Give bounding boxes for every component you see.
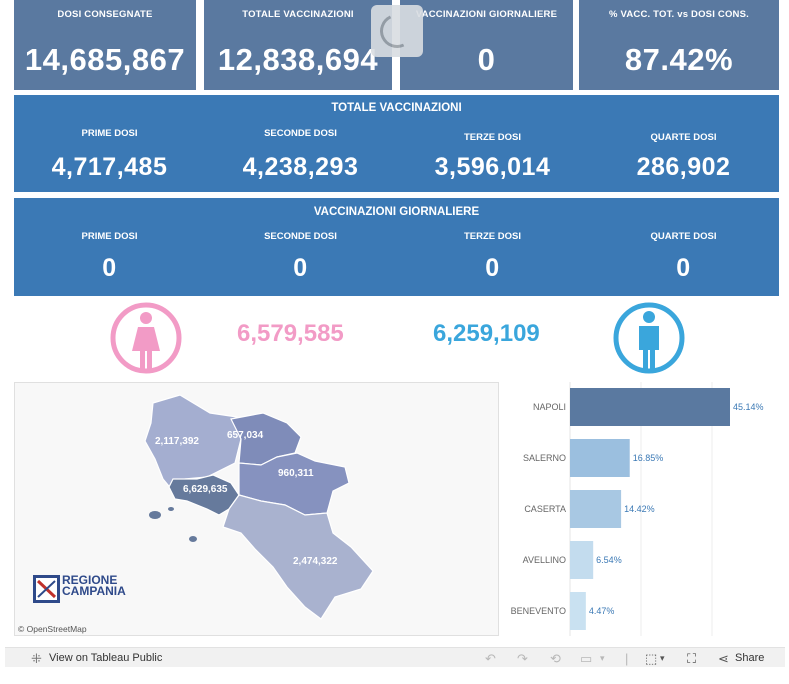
col-value: 0 bbox=[485, 254, 500, 282]
fullscreen-icon[interactable]: ⛶ bbox=[687, 651, 697, 666]
kpi-value: 87.42% bbox=[624, 42, 734, 77]
col-value: 0 bbox=[676, 254, 691, 282]
kpi-value: 12,838,694 bbox=[217, 42, 379, 77]
undo-icon[interactable]: ↶ bbox=[485, 651, 496, 666]
province-napoli bbox=[168, 474, 240, 516]
panel-title: VACCINAZIONI GIORNALIERE bbox=[313, 206, 480, 218]
tableau-logo-icon: ⁜ bbox=[31, 651, 42, 666]
kpi-label: DOSI CONSEGNATE bbox=[57, 9, 153, 20]
bar-value-label: 6.54% bbox=[596, 555, 622, 565]
logo-line1: REGIONE bbox=[62, 573, 118, 587]
col-prime-dosi: PRIME DOSI 0 bbox=[14, 231, 205, 283]
bar-category-label: CASERTA bbox=[524, 504, 566, 514]
col-seconde-dosi: SECONDE DOSI 4,238,293 bbox=[205, 128, 396, 182]
col-value: 4,238,293 bbox=[242, 153, 359, 181]
kpi-vaccinazioni-giornaliere: VACCINAZIONI GIORNALIERE 0 bbox=[400, 0, 573, 90]
island-capri bbox=[189, 536, 197, 542]
spinner-icon bbox=[375, 9, 419, 53]
female-icon bbox=[110, 302, 182, 374]
map-label-salerno: 2,474,322 bbox=[293, 556, 338, 567]
panel-totale-vaccinazioni: TOTALE VACCINAZIONI PRIME DOSI 4,717,485… bbox=[14, 95, 779, 192]
kpi-label: % VACC. TOT. vs DOSI CONS. bbox=[609, 9, 749, 20]
revert-icon[interactable]: ⟲ bbox=[550, 651, 561, 666]
osm-attribution[interactable]: © OpenStreetMap bbox=[18, 624, 87, 634]
province-salerno bbox=[222, 494, 374, 620]
bar-category-label: AVELLINO bbox=[523, 555, 566, 565]
download-icon[interactable]: ⬚ bbox=[645, 651, 658, 666]
bar-value-label: 45.14% bbox=[733, 402, 764, 412]
kpi-label: VACCINAZIONI GIORNALIERE bbox=[415, 9, 558, 20]
map-svg[interactable]: 2,117,392 657,034 960,311 6,629,635 2,47… bbox=[15, 383, 499, 636]
kpi-value: 14,685,867 bbox=[24, 42, 186, 77]
col-label: SECONDE DOSI bbox=[264, 231, 337, 242]
col-terze-dosi: TERZE DOSI 0 bbox=[397, 231, 588, 283]
col-value: 3,596,014 bbox=[434, 153, 551, 181]
kpi-dosi-consegnate: DOSI CONSEGNATE 14,685,867 bbox=[14, 0, 196, 90]
col-prime-dosi: PRIME DOSI 4,717,485 bbox=[14, 128, 205, 182]
col-label: QUARTE DOSI bbox=[650, 231, 717, 242]
separator-icon: | bbox=[625, 651, 629, 666]
bar-category-label: BENEVENTO bbox=[511, 606, 566, 616]
col-seconde-dosi: SECONDE DOSI 0 bbox=[205, 231, 396, 283]
map-label-benevento: 657,034 bbox=[227, 430, 264, 441]
col-terze-dosi: TERZE DOSI 3,596,014 bbox=[397, 132, 588, 182]
share-button[interactable]: Share bbox=[735, 652, 765, 664]
col-label: PRIME DOSI bbox=[81, 128, 138, 139]
col-label: TERZE DOSI bbox=[463, 132, 521, 143]
col-value: 286,902 bbox=[636, 153, 731, 181]
col-label: SECONDE DOSI bbox=[264, 128, 337, 139]
pause-icon[interactable]: ▭ bbox=[580, 651, 593, 666]
share-icon[interactable]: ⋖ bbox=[718, 651, 729, 666]
bar-category-label: SALERNO bbox=[523, 453, 566, 463]
col-label: TERZE DOSI bbox=[463, 231, 521, 242]
redo-icon[interactable]: ↷ bbox=[517, 651, 528, 666]
regione-logo-icon bbox=[33, 575, 60, 603]
map-label-caserta: 2,117,392 bbox=[155, 436, 199, 447]
logo-line2: CAMPANIA bbox=[62, 584, 126, 598]
kpi-percentuale: % VACC. TOT. vs DOSI CONS. 87.42% bbox=[579, 0, 779, 90]
pause-dropdown-icon[interactable]: ▾ bbox=[600, 653, 605, 663]
col-quarte-dosi: QUARTE DOSI 0 bbox=[588, 231, 779, 283]
bar-category-label: NAPOLI bbox=[533, 402, 566, 412]
tableau-toolbar: ⁜ View on Tableau Public ↶ ↷ ⟲ ▭ ▾ | ⬚ ▾… bbox=[5, 647, 785, 667]
panel-vaccinazioni-giornaliere: VACCINAZIONI GIORNALIERE PRIME DOSI 0 SE… bbox=[14, 198, 779, 296]
male-icon bbox=[613, 302, 685, 374]
bar-chart-svg: NAPOLI 45.14% SALERNO 16.85% CASERTA 14.42% AV… bbox=[511, 382, 764, 636]
panel-title: TOTALE VACCINAZIONI bbox=[331, 102, 462, 114]
kpi-totale-vaccinazioni: TOTALE VACCINAZIONI 12,838,694 bbox=[204, 0, 392, 90]
loading-spinner bbox=[371, 5, 423, 57]
download-dropdown-icon[interactable]: ▾ bbox=[660, 653, 665, 663]
bar-value-label: 4.47% bbox=[589, 606, 615, 616]
col-value: 4,717,485 bbox=[51, 153, 168, 181]
bar-benevento[interactable] bbox=[570, 592, 586, 630]
view-on-tableau-link[interactable]: View on Tableau Public bbox=[49, 652, 163, 664]
province-caserta bbox=[144, 394, 242, 492]
island-ischia bbox=[149, 511, 161, 519]
province-bar-chart: NAPOLI 45.14% SALERNO 16.85% CASERTA 14.42% AV… bbox=[500, 382, 789, 636]
campania-map[interactable]: 2,117,392 657,034 960,311 6,629,635 2,47… bbox=[14, 382, 499, 636]
bar-caserta[interactable] bbox=[570, 490, 622, 528]
bar-value-label: 14.42% bbox=[624, 504, 655, 514]
bar-napoli[interactable] bbox=[570, 388, 730, 426]
map-label-napoli: 6,629,635 bbox=[183, 484, 228, 495]
col-label: PRIME DOSI bbox=[81, 231, 138, 242]
col-value: 0 bbox=[102, 254, 117, 282]
bar-salerno[interactable] bbox=[570, 439, 630, 477]
female-count: 6,579,585 bbox=[237, 320, 344, 347]
map-label-avellino: 960,311 bbox=[278, 468, 314, 479]
male-count: 6,259,109 bbox=[433, 320, 540, 347]
island-procida bbox=[168, 507, 174, 511]
bar-avellino[interactable] bbox=[570, 541, 594, 579]
col-quarte-dosi: QUARTE DOSI 286,902 bbox=[588, 132, 779, 182]
col-value: 0 bbox=[293, 254, 308, 282]
col-label: QUARTE DOSI bbox=[650, 132, 717, 143]
kpi-label: TOTALE VACCINAZIONI bbox=[242, 9, 354, 20]
bar-value-label: 16.85% bbox=[633, 453, 664, 463]
kpi-value: 0 bbox=[477, 42, 496, 77]
